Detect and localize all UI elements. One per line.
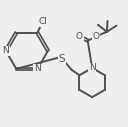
Text: Cl: Cl [38, 17, 47, 26]
Text: O: O [76, 32, 83, 41]
Text: N: N [34, 64, 41, 73]
Text: N: N [89, 64, 95, 72]
Text: S: S [59, 54, 65, 64]
Text: N: N [2, 46, 9, 55]
Text: O: O [93, 32, 99, 41]
